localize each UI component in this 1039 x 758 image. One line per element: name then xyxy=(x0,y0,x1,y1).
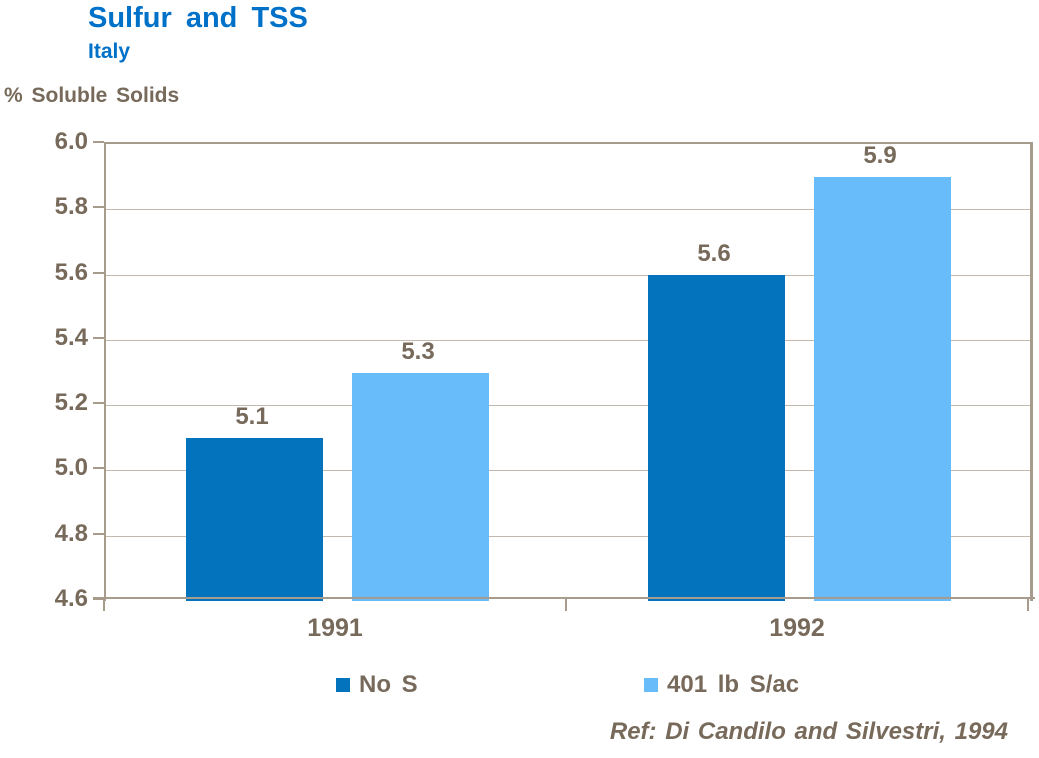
gridline xyxy=(106,339,1030,341)
plot-area xyxy=(104,142,1033,601)
bar-no-s xyxy=(185,437,323,601)
y-tick-mark xyxy=(93,271,104,274)
x-tick-mark xyxy=(565,598,567,611)
y-tick-label: 5.2 xyxy=(54,389,88,417)
legend-label: No S xyxy=(359,671,418,698)
chart-subtitle: Italy xyxy=(88,40,131,63)
x-tick-mark xyxy=(1027,598,1029,611)
y-tick-mark xyxy=(93,336,104,339)
legend-item-no-s: No S xyxy=(336,671,418,699)
x-category-label: 1992 xyxy=(769,614,825,642)
y-tick-label: 5.6 xyxy=(54,258,88,286)
bar-value-label: 5.9 xyxy=(863,141,897,169)
gridline xyxy=(106,209,1030,211)
chart-title: Sulfur and TSS xyxy=(88,2,308,34)
legend-swatch xyxy=(644,678,658,692)
y-axis-title: % Soluble Solids xyxy=(4,84,180,107)
bar-value-label: 5.3 xyxy=(401,337,435,365)
x-category-label: 1991 xyxy=(307,614,363,642)
bar-401-lb-s-ac xyxy=(813,176,951,601)
y-tick-label: 4.8 xyxy=(54,519,88,547)
legend-swatch xyxy=(336,678,350,692)
bar-401-lb-s-ac xyxy=(351,372,489,601)
bar-value-label: 5.1 xyxy=(235,402,269,430)
y-tick-mark xyxy=(93,206,104,209)
gridline xyxy=(106,405,1030,407)
legend-label: 401 lb S/ac xyxy=(667,671,800,698)
gridline xyxy=(106,274,1030,276)
y-tick-label: 4.6 xyxy=(54,585,88,612)
reference-text: Ref: Di Candilo and Silvestri, 1994 xyxy=(609,718,1008,745)
y-tick-mark xyxy=(93,598,104,600)
gridline xyxy=(106,470,1030,472)
bar-value-label: 5.6 xyxy=(697,239,731,267)
bar-no-s xyxy=(647,274,785,601)
legend-item-401-lb-s-ac: 401 lb S/ac xyxy=(644,671,799,699)
y-tick-mark xyxy=(93,141,104,143)
x-axis-line xyxy=(93,597,1035,599)
y-tick-mark xyxy=(93,467,104,470)
x-tick-mark xyxy=(103,598,105,611)
y-tick-label: 5.4 xyxy=(54,323,88,351)
y-tick-mark xyxy=(93,532,104,535)
y-tick-mark xyxy=(93,402,104,405)
y-tick-label: 5.0 xyxy=(54,454,88,482)
gridline xyxy=(106,535,1030,537)
y-tick-label: 5.8 xyxy=(54,193,88,221)
y-tick-label: 6.0 xyxy=(54,128,88,155)
